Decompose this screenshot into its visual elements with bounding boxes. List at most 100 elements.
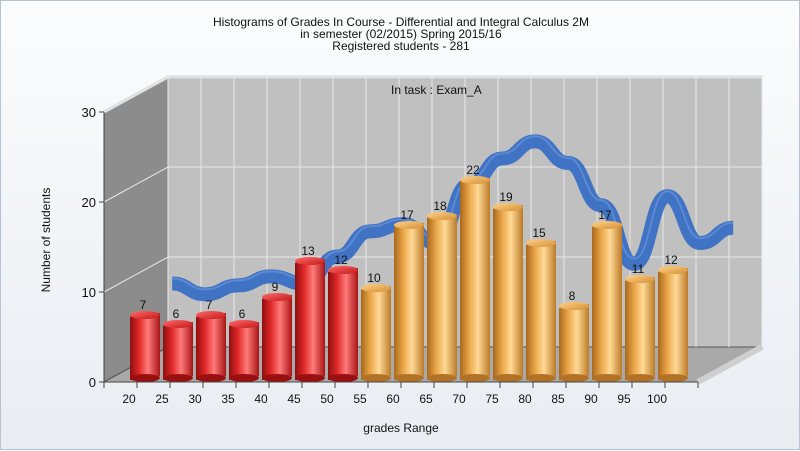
bar-body — [427, 214, 457, 380]
x-tick-label: 30 — [188, 392, 202, 406]
x-tick-label: 60 — [386, 392, 400, 406]
bar-value-label: 7 — [140, 298, 147, 312]
bar-cap — [229, 320, 259, 328]
x-tick-label: 65 — [419, 392, 433, 406]
bar-value-label: 17 — [400, 208, 414, 222]
bar-body — [196, 313, 226, 380]
x-tick-label: 20 — [122, 392, 136, 406]
bar-value-label: 13 — [301, 244, 315, 258]
bar-cap — [658, 266, 688, 274]
bar-cap — [361, 284, 391, 292]
x-tick-label: 45 — [287, 392, 301, 406]
bar-body — [493, 205, 523, 380]
bar-base — [196, 374, 226, 382]
bar-cap — [262, 293, 292, 301]
bar-cap — [460, 176, 490, 184]
bar-value-label: 10 — [367, 271, 381, 285]
histogram-bar — [328, 266, 358, 382]
floor-edge — [696, 344, 764, 385]
chart-title-line-2: in semester (02/2015) Spring 2015/16 — [300, 27, 502, 41]
bar-base — [427, 374, 457, 382]
bar-body — [658, 268, 688, 380]
bar-value-label: 18 — [433, 199, 447, 213]
x-tick-label: 75 — [485, 392, 499, 406]
bar-cap — [163, 320, 193, 328]
bar-cap — [526, 239, 556, 247]
x-tick-label: 25 — [155, 392, 169, 406]
x-tick-label: 40 — [254, 392, 268, 406]
chart-annotation: In task : Exam_A — [391, 83, 482, 97]
bar-base — [394, 374, 424, 382]
bar-base — [262, 374, 292, 382]
bar-base — [163, 374, 193, 382]
bar-base — [328, 374, 358, 382]
bar-value-label: 15 — [532, 226, 546, 240]
bar-cap — [427, 212, 457, 220]
bar-body — [460, 178, 490, 380]
histogram-bar — [460, 176, 490, 382]
bar-base — [229, 374, 259, 382]
y-axis-label: Number of students — [39, 187, 53, 293]
histogram-bar — [493, 203, 523, 382]
bar-value-label: 12 — [664, 253, 678, 267]
bar-value-label: 19 — [499, 190, 513, 204]
histogram-bar — [295, 257, 325, 382]
bar-body — [394, 223, 424, 380]
bar-value-label: 17 — [598, 208, 612, 222]
histogram-bar — [559, 302, 589, 382]
bar-value-label: 11 — [632, 262, 645, 276]
histogram-bar — [592, 221, 622, 382]
x-tick-label: 90 — [584, 392, 598, 406]
chart-title-line-1: Histograms of Grades In Course - Differe… — [213, 15, 589, 29]
bar-value-label: 8 — [569, 289, 576, 303]
bar-body — [361, 286, 391, 380]
bar-cap — [559, 302, 589, 310]
bar-body — [592, 223, 622, 380]
bar-body — [262, 295, 292, 380]
histogram-bar — [526, 239, 556, 382]
chart-title-line-3: Registered students - 281 — [332, 39, 470, 53]
histogram-bar — [394, 221, 424, 382]
bar-base — [295, 374, 325, 382]
x-tick-label: 50 — [320, 392, 334, 406]
bar-value-label: 6 — [239, 307, 246, 321]
bar-cap — [592, 221, 622, 229]
bar-value-label: 7 — [206, 298, 213, 312]
x-tick-label: 85 — [551, 392, 565, 406]
bar-base — [361, 374, 391, 382]
bar-cap — [295, 257, 325, 265]
histogram-bar — [163, 320, 193, 382]
bar-cap — [493, 203, 523, 211]
bar-body — [625, 277, 655, 380]
y-tick-label: 10 — [82, 285, 96, 300]
bar-base — [625, 374, 655, 382]
x-tick-label: 35 — [221, 392, 235, 406]
bar-base — [526, 374, 556, 382]
bar-body — [328, 268, 358, 380]
bar-value-label: 22 — [466, 163, 480, 177]
x-tick-label: 95 — [617, 392, 631, 406]
bar-body — [526, 241, 556, 380]
histogram-bar — [130, 311, 160, 382]
histogram-bar — [196, 311, 226, 382]
y-tick-label: 20 — [82, 195, 96, 210]
histogram-bar — [229, 320, 259, 382]
bar-base — [658, 374, 688, 382]
bar-value-label: 12 — [334, 253, 348, 267]
bar-body — [229, 322, 259, 380]
histogram-bar — [625, 275, 655, 382]
bar-cap — [328, 266, 358, 274]
bar-base — [559, 374, 589, 382]
bar-base — [493, 374, 523, 382]
x-tick-label: 70 — [452, 392, 466, 406]
histogram-bar — [262, 293, 292, 382]
bar-cap — [394, 221, 424, 229]
bar-base — [592, 374, 622, 382]
histogram-bar — [361, 284, 391, 382]
bar-body — [295, 259, 325, 380]
bar-body — [130, 313, 160, 380]
x-axis-label: grades Range — [363, 421, 439, 435]
y-tick-label: 0 — [89, 375, 96, 390]
